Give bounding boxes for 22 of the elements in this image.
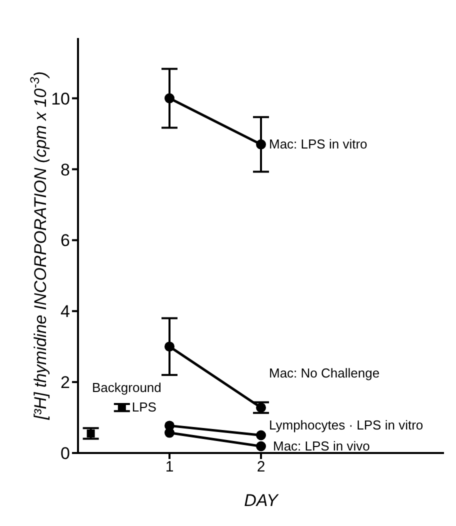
series-label: Lymphocytes · LPS in vitro	[269, 417, 424, 432]
point	[256, 441, 266, 452]
y-tick-label: 2	[60, 373, 70, 392]
y-tick-label: 6	[60, 231, 70, 250]
point	[164, 428, 174, 438]
series-label: LPS	[132, 400, 157, 415]
point	[256, 402, 266, 413]
series-label: Mac: No Challenge	[269, 366, 380, 381]
x-tick-label: 1	[165, 458, 174, 476]
point	[256, 430, 266, 440]
y-tick-label: 8	[60, 160, 70, 180]
point	[164, 93, 174, 104]
annotation: Background	[92, 380, 162, 395]
y-tick-label: 0	[60, 444, 70, 464]
series-label: Mac: LPS in vivo	[273, 438, 370, 454]
point	[256, 139, 266, 150]
y-tick-label: 4	[60, 302, 70, 322]
x-axis-title: DAY	[244, 491, 280, 510]
series-label: Mac: LPS in vitro	[269, 136, 368, 152]
y-tick-label: 10	[51, 89, 70, 108]
point	[164, 342, 174, 352]
point	[86, 429, 95, 438]
